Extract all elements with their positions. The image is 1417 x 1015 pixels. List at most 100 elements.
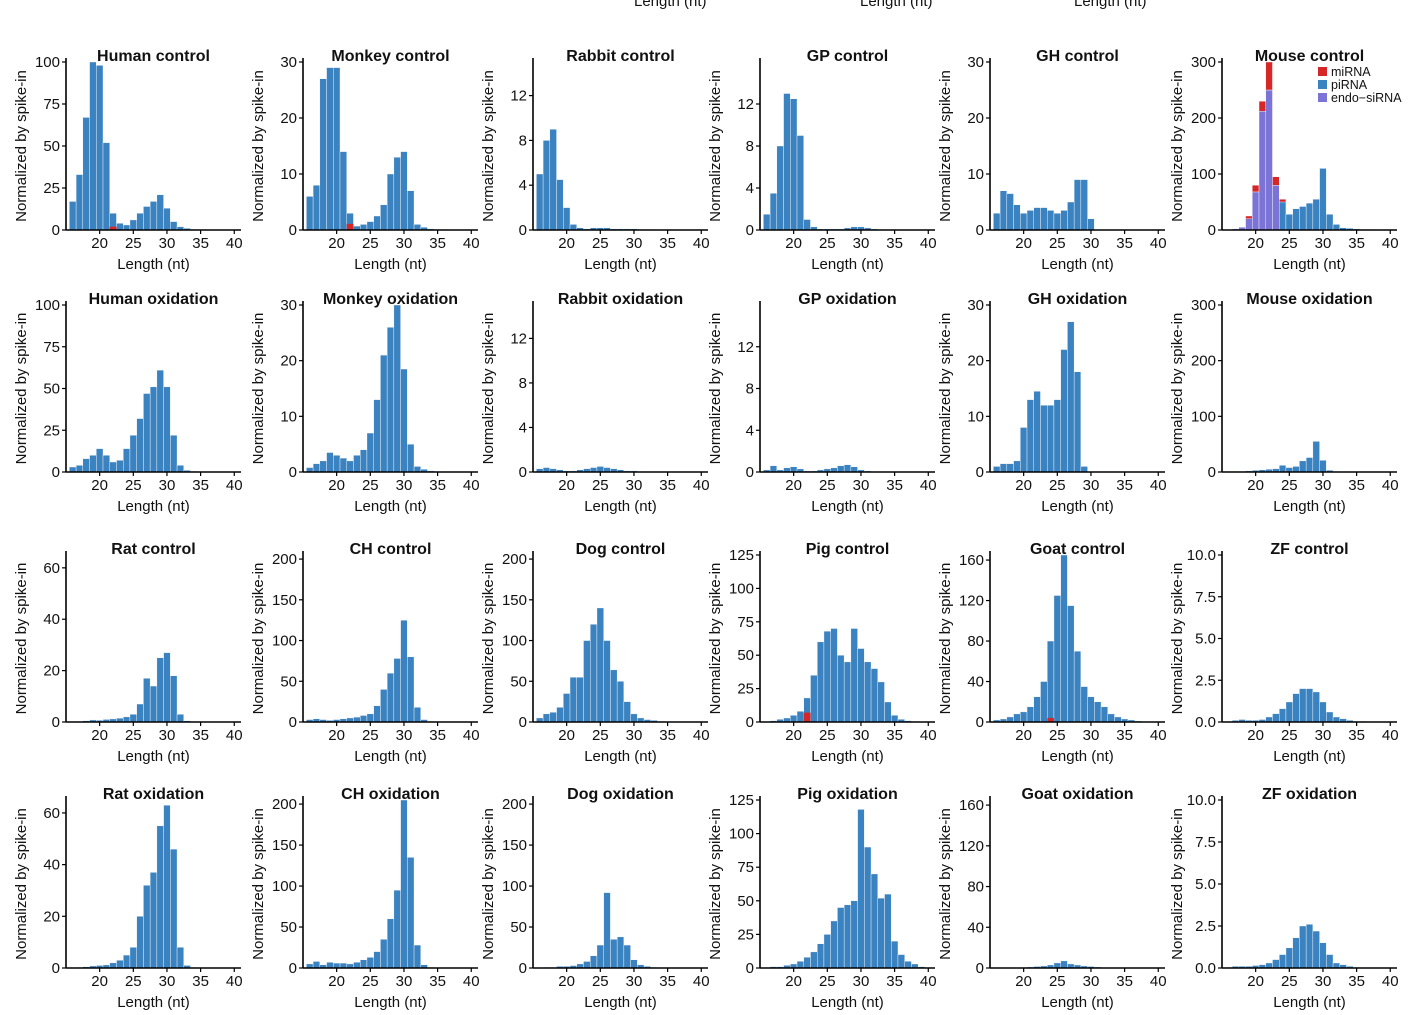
x-tick-label: 25	[1281, 973, 1298, 990]
bar-17	[769, 193, 778, 231]
x-tick-label: 40	[693, 477, 710, 494]
bar-33	[1107, 713, 1115, 723]
y-tick-label: 12	[737, 339, 754, 356]
bar-mirna-21	[1258, 100, 1266, 112]
y-tick-label: 0	[976, 222, 984, 239]
bar-25	[366, 221, 374, 231]
y-tick-label: 0	[52, 960, 60, 977]
bar-32	[870, 668, 878, 723]
bar-22	[346, 460, 354, 473]
bar-28	[1305, 688, 1314, 723]
x-tick-label: 35	[1116, 235, 1133, 252]
bar-29	[393, 889, 401, 969]
x-tick-label: 30	[626, 235, 643, 252]
x-tick-label: 25	[592, 477, 609, 494]
bar-28	[149, 872, 158, 969]
bar-27	[143, 206, 151, 231]
y-tick-label: 50	[280, 673, 297, 690]
bar-29	[1312, 198, 1320, 231]
y-tick-label: 25	[43, 180, 60, 197]
bar-25	[366, 957, 374, 969]
bar-25	[129, 947, 137, 969]
panel-title: Rabbit control	[566, 48, 674, 65]
x-axis-label: Length (nt)	[1273, 256, 1346, 273]
y-tick-label: 80	[967, 633, 984, 650]
x-tick-label: 25	[362, 235, 379, 252]
y-tick-label: 20	[967, 110, 984, 127]
y-tick-label: 75	[737, 859, 754, 876]
bar-31	[407, 656, 415, 723]
y-tick-label: 75	[43, 339, 60, 356]
x-tick-label: 35	[886, 235, 903, 252]
bar-20	[96, 448, 104, 473]
bar-20	[790, 715, 798, 723]
bar-17	[75, 174, 84, 231]
x-axis-label: Length (nt)	[584, 256, 657, 273]
bar-35	[891, 715, 899, 723]
x-tick-label: 35	[1348, 235, 1365, 252]
x-tick-label: 20	[558, 973, 575, 990]
x-tick-label: 35	[1116, 477, 1133, 494]
bar-18	[549, 128, 557, 231]
bar-25	[366, 713, 374, 723]
bar-26	[1292, 208, 1300, 231]
bar-30	[400, 799, 408, 969]
bar-endo-22	[1265, 89, 1273, 231]
bar-30	[400, 619, 408, 723]
y-tick-label: 0	[519, 464, 527, 481]
bar-17	[769, 465, 778, 473]
y-tick-label: 150	[502, 837, 527, 854]
y-axis-label: Normalized by spike-in	[707, 70, 724, 222]
x-tick-label: 25	[819, 727, 836, 744]
panel-title: Dog control	[576, 541, 666, 558]
bar-32	[176, 947, 184, 969]
bar-30	[1319, 701, 1327, 723]
bar-20	[333, 67, 341, 231]
bar-22	[803, 219, 811, 231]
bar-mirna-24	[1279, 198, 1287, 203]
x-tick-label: 40	[920, 973, 937, 990]
y-tick-label: 0	[289, 464, 297, 481]
bar-21	[796, 711, 804, 723]
x-tick-label: 40	[693, 973, 710, 990]
x-tick-label: 30	[396, 235, 413, 252]
x-axis-label: Length (nt)	[584, 748, 657, 765]
x-axis-label: Length (nt)	[584, 994, 657, 1011]
x-tick-label: 20	[91, 235, 108, 252]
y-tick-label: 60	[43, 560, 60, 577]
y-tick-label: 4	[519, 177, 527, 194]
x-tick-label: 30	[626, 727, 643, 744]
bar-24	[590, 955, 598, 969]
panel-title: Rabbit oxidation	[558, 291, 683, 308]
x-tick-label: 20	[558, 235, 575, 252]
y-tick-label: 0	[52, 222, 60, 239]
panel-title: GH control	[1036, 48, 1119, 65]
bar-24	[1279, 708, 1287, 723]
panel-gp-oxidation: 0 4 8 12 20 25 30 35 40 GP oxidation Length (nt) No…	[707, 291, 937, 515]
bar-19	[89, 61, 97, 231]
x-tick-label: 20	[785, 973, 802, 990]
x-tick-label: 40	[463, 973, 480, 990]
y-tick-label: 10.0	[1187, 547, 1216, 564]
bar-27	[143, 393, 151, 473]
x-tick-label: 20	[1247, 477, 1264, 494]
panel-title: ZF control	[1270, 541, 1348, 558]
bar-27	[610, 939, 618, 969]
x-tick-label: 25	[819, 973, 836, 990]
x-tick-label: 40	[1150, 477, 1167, 494]
y-tick-label: 0	[289, 714, 297, 731]
y-tick-label: 100	[1191, 408, 1216, 425]
x-tick-label: 35	[886, 973, 903, 990]
y-tick-label: 0	[289, 960, 297, 977]
y-tick-label: 100	[272, 878, 297, 895]
bar-20	[96, 65, 104, 231]
y-tick-label: 0	[746, 222, 754, 239]
x-tick-label: 35	[429, 973, 446, 990]
x-tick-label: 35	[886, 727, 903, 744]
y-tick-label: 2.5	[1195, 918, 1216, 935]
bar-28	[1305, 924, 1314, 969]
y-tick-label: 30	[967, 297, 984, 314]
x-tick-label: 25	[125, 727, 142, 744]
bar-23	[116, 960, 124, 969]
x-tick-label: 30	[853, 235, 870, 252]
